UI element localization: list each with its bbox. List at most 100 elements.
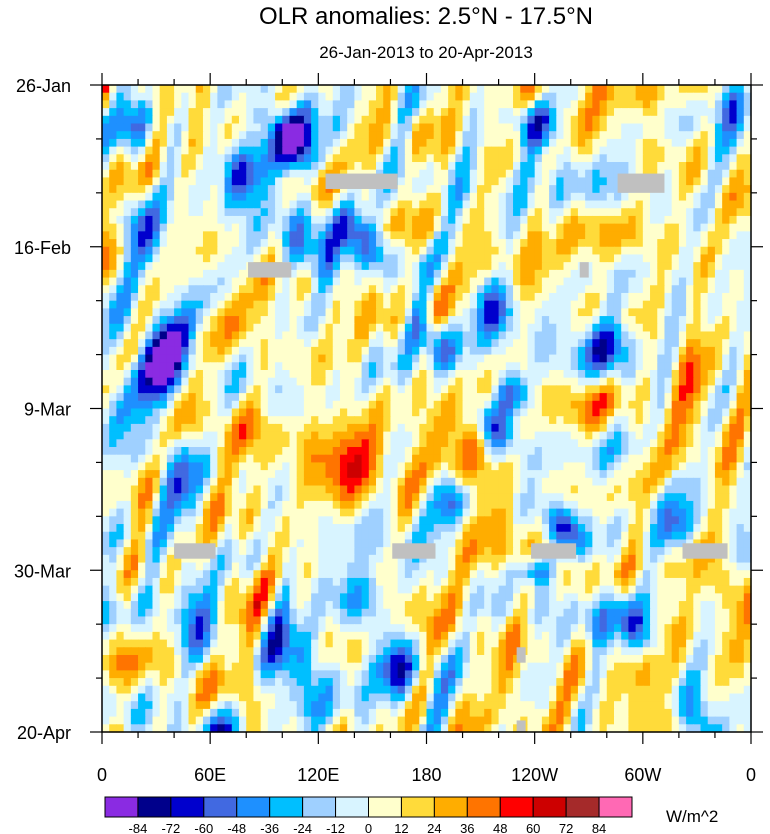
- field-cell: [123, 416, 132, 425]
- field-cell: [606, 277, 615, 286]
- field-cell: [628, 254, 637, 263]
- field-cell: [433, 346, 442, 356]
- field-cell: [729, 292, 738, 302]
- field-cell: [621, 246, 630, 256]
- field-cell: [109, 215, 118, 225]
- field-cell: [253, 169, 262, 179]
- field-cell: [231, 408, 240, 417]
- field-cell: [404, 92, 413, 101]
- field-cell: [109, 377, 118, 386]
- field-cell: [289, 393, 298, 402]
- field-cell: [736, 269, 745, 279]
- field-cell: [455, 300, 464, 309]
- field-cell: [527, 92, 536, 101]
- field-cell: [116, 169, 125, 179]
- field-cell: [628, 123, 637, 132]
- field-cell: [635, 308, 644, 317]
- field-cell: [383, 377, 392, 386]
- field-cell: [159, 447, 168, 456]
- field-cell: [390, 162, 399, 171]
- field-cell: [246, 408, 255, 417]
- field-cell: [123, 385, 132, 394]
- field-cell: [650, 115, 658, 125]
- field-cell: [498, 416, 507, 425]
- field-cell: [282, 416, 291, 425]
- field-cell: [498, 377, 507, 386]
- field-cell: [152, 408, 161, 417]
- field-cell: [549, 408, 557, 417]
- field-cell: [361, 470, 370, 479]
- field-cell: [527, 285, 536, 294]
- field-cell: [404, 269, 413, 279]
- field-cell: [628, 462, 637, 471]
- field-cell: [102, 300, 110, 309]
- field-cell: [462, 215, 471, 225]
- field-cell: [332, 454, 341, 464]
- field-cell: [195, 223, 204, 232]
- field-cell: [541, 146, 550, 155]
- field-cell: [311, 292, 319, 302]
- field-cell: [202, 177, 211, 186]
- field-cell: [166, 177, 175, 186]
- field-cell: [123, 323, 132, 333]
- field-cell: [260, 354, 269, 363]
- field-cell: [296, 508, 305, 517]
- field-cell: [390, 292, 399, 302]
- field-cell: [650, 416, 658, 425]
- field-cell: [599, 162, 608, 171]
- field-cell: [585, 339, 593, 348]
- field-cell: [376, 92, 384, 101]
- field-cell: [642, 108, 651, 117]
- field-cell: [613, 470, 622, 479]
- field-cell: [426, 470, 435, 479]
- field-cell: [570, 339, 579, 348]
- field-cell: [585, 138, 593, 148]
- field-cell: [577, 300, 586, 309]
- field-cell: [404, 138, 413, 148]
- field-cell: [686, 85, 694, 94]
- field-cell: [426, 177, 435, 186]
- field-cell: [606, 454, 615, 464]
- field-cell: [383, 269, 392, 279]
- field-cell: [469, 493, 478, 502]
- field-cell: [311, 146, 319, 155]
- field-cell: [693, 385, 702, 394]
- field-cell: [491, 447, 500, 456]
- field-cell: [469, 423, 478, 433]
- field-cell: [145, 223, 154, 232]
- field-cell: [520, 447, 529, 456]
- field-cell: [239, 262, 247, 271]
- field-cell: [202, 215, 211, 225]
- field-cell: [224, 369, 233, 379]
- field-cell: [210, 162, 218, 171]
- field-cell: [376, 508, 384, 517]
- field-cell: [152, 138, 161, 148]
- field-cell: [700, 277, 709, 286]
- field-cell: [585, 331, 593, 340]
- field-cell: [332, 223, 341, 232]
- field-cell: [368, 115, 377, 125]
- field-cell: [296, 470, 305, 479]
- field-cell: [347, 485, 355, 494]
- field-cell: [448, 123, 456, 132]
- field-cell: [376, 162, 384, 171]
- field-cell: [743, 408, 752, 417]
- field-cell: [440, 162, 449, 171]
- field-cell: [376, 262, 384, 271]
- field-cell: [181, 346, 190, 356]
- field-cell: [722, 362, 730, 371]
- field-cell: [289, 246, 298, 256]
- field-cell: [736, 377, 745, 386]
- field-cell: [354, 339, 363, 348]
- field-cell: [325, 239, 334, 248]
- field-cell: [462, 115, 471, 125]
- field-cell: [339, 493, 348, 502]
- field-cell: [484, 362, 492, 371]
- field-cell: [700, 108, 709, 117]
- field-cell: [693, 192, 702, 202]
- field-cell: [520, 323, 529, 333]
- field-cell: [311, 439, 319, 448]
- field-cell: [556, 108, 565, 117]
- field-cell: [606, 447, 615, 456]
- field-cell: [318, 508, 327, 517]
